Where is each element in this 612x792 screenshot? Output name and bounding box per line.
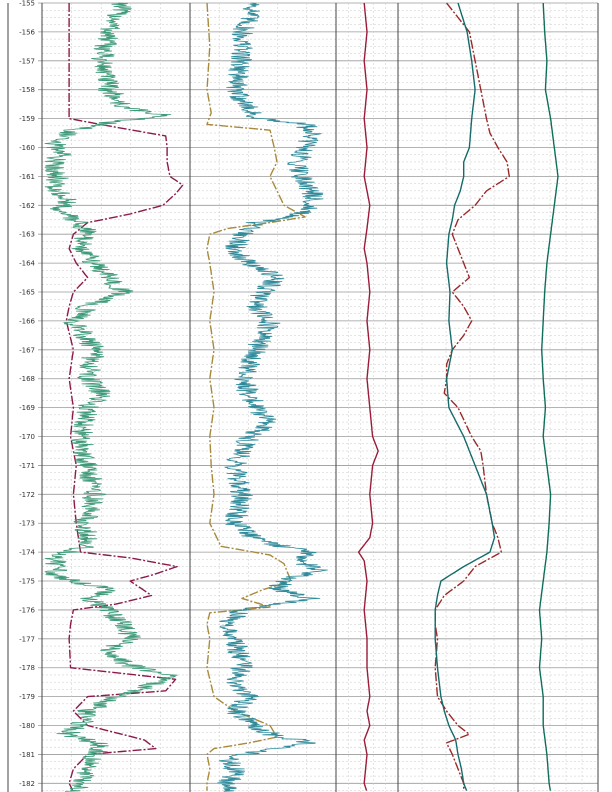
log-curve-track2-1 [206, 2, 306, 791]
log-curve-track4-2 [434, 2, 496, 791]
depth-tick-label: -174 [19, 549, 35, 557]
depth-tick-label: -176 [19, 606, 35, 614]
depth-tick-label: -173 [19, 520, 35, 528]
log-curve-track5-1 [538, 2, 559, 791]
depth-tick-label: -169 [19, 404, 35, 412]
depth-tick-label: -180 [19, 722, 35, 730]
log-curve-track4-1 [434, 2, 510, 791]
depth-tick-label: -170 [19, 433, 35, 441]
depth-tick-label: -164 [19, 260, 35, 268]
depth-tick-label: -166 [19, 317, 35, 325]
depth-tick-label: -178 [19, 664, 35, 672]
depth-tick-label: -172 [19, 491, 35, 499]
depth-tick-label: -161 [19, 173, 35, 181]
track-frames [7, 3, 599, 792]
depth-grid [38, 2, 598, 792]
log-curve-track3-1 [357, 2, 379, 791]
depth-tick-label: -179 [19, 693, 35, 701]
depth-tick-label: -167 [19, 346, 35, 354]
depth-tick-label: -168 [19, 375, 35, 383]
depth-tick-label: -163 [19, 231, 35, 239]
depth-tick-label: -162 [19, 202, 35, 210]
depth-tick-label: -182 [19, 780, 35, 788]
log-curves [44, 2, 559, 792]
log-curve-track2-2 [217, 2, 328, 792]
depth-tick-label: -171 [19, 462, 35, 470]
depth-tick-label: -175 [19, 578, 35, 586]
depth-tick-label: -177 [19, 635, 35, 643]
depth-tick-label: -156 [19, 28, 35, 36]
log-curve-track1-2 [44, 2, 178, 792]
depth-tick-label: -159 [19, 115, 35, 123]
depth-tick-label: -160 [19, 144, 35, 152]
depth-tick-label: -158 [19, 86, 35, 94]
depth-tick-label: -157 [19, 57, 35, 65]
depth-tick-label: -165 [19, 289, 35, 297]
log-curve-track1-1 [65, 3, 184, 791]
depth-tick-label: -181 [19, 751, 35, 759]
depth-axis: -155 -156 -157 -158 -159 -160 -161 -162 -163 -164… [19, 0, 35, 788]
depth-tick-label: -155 [19, 0, 35, 8]
